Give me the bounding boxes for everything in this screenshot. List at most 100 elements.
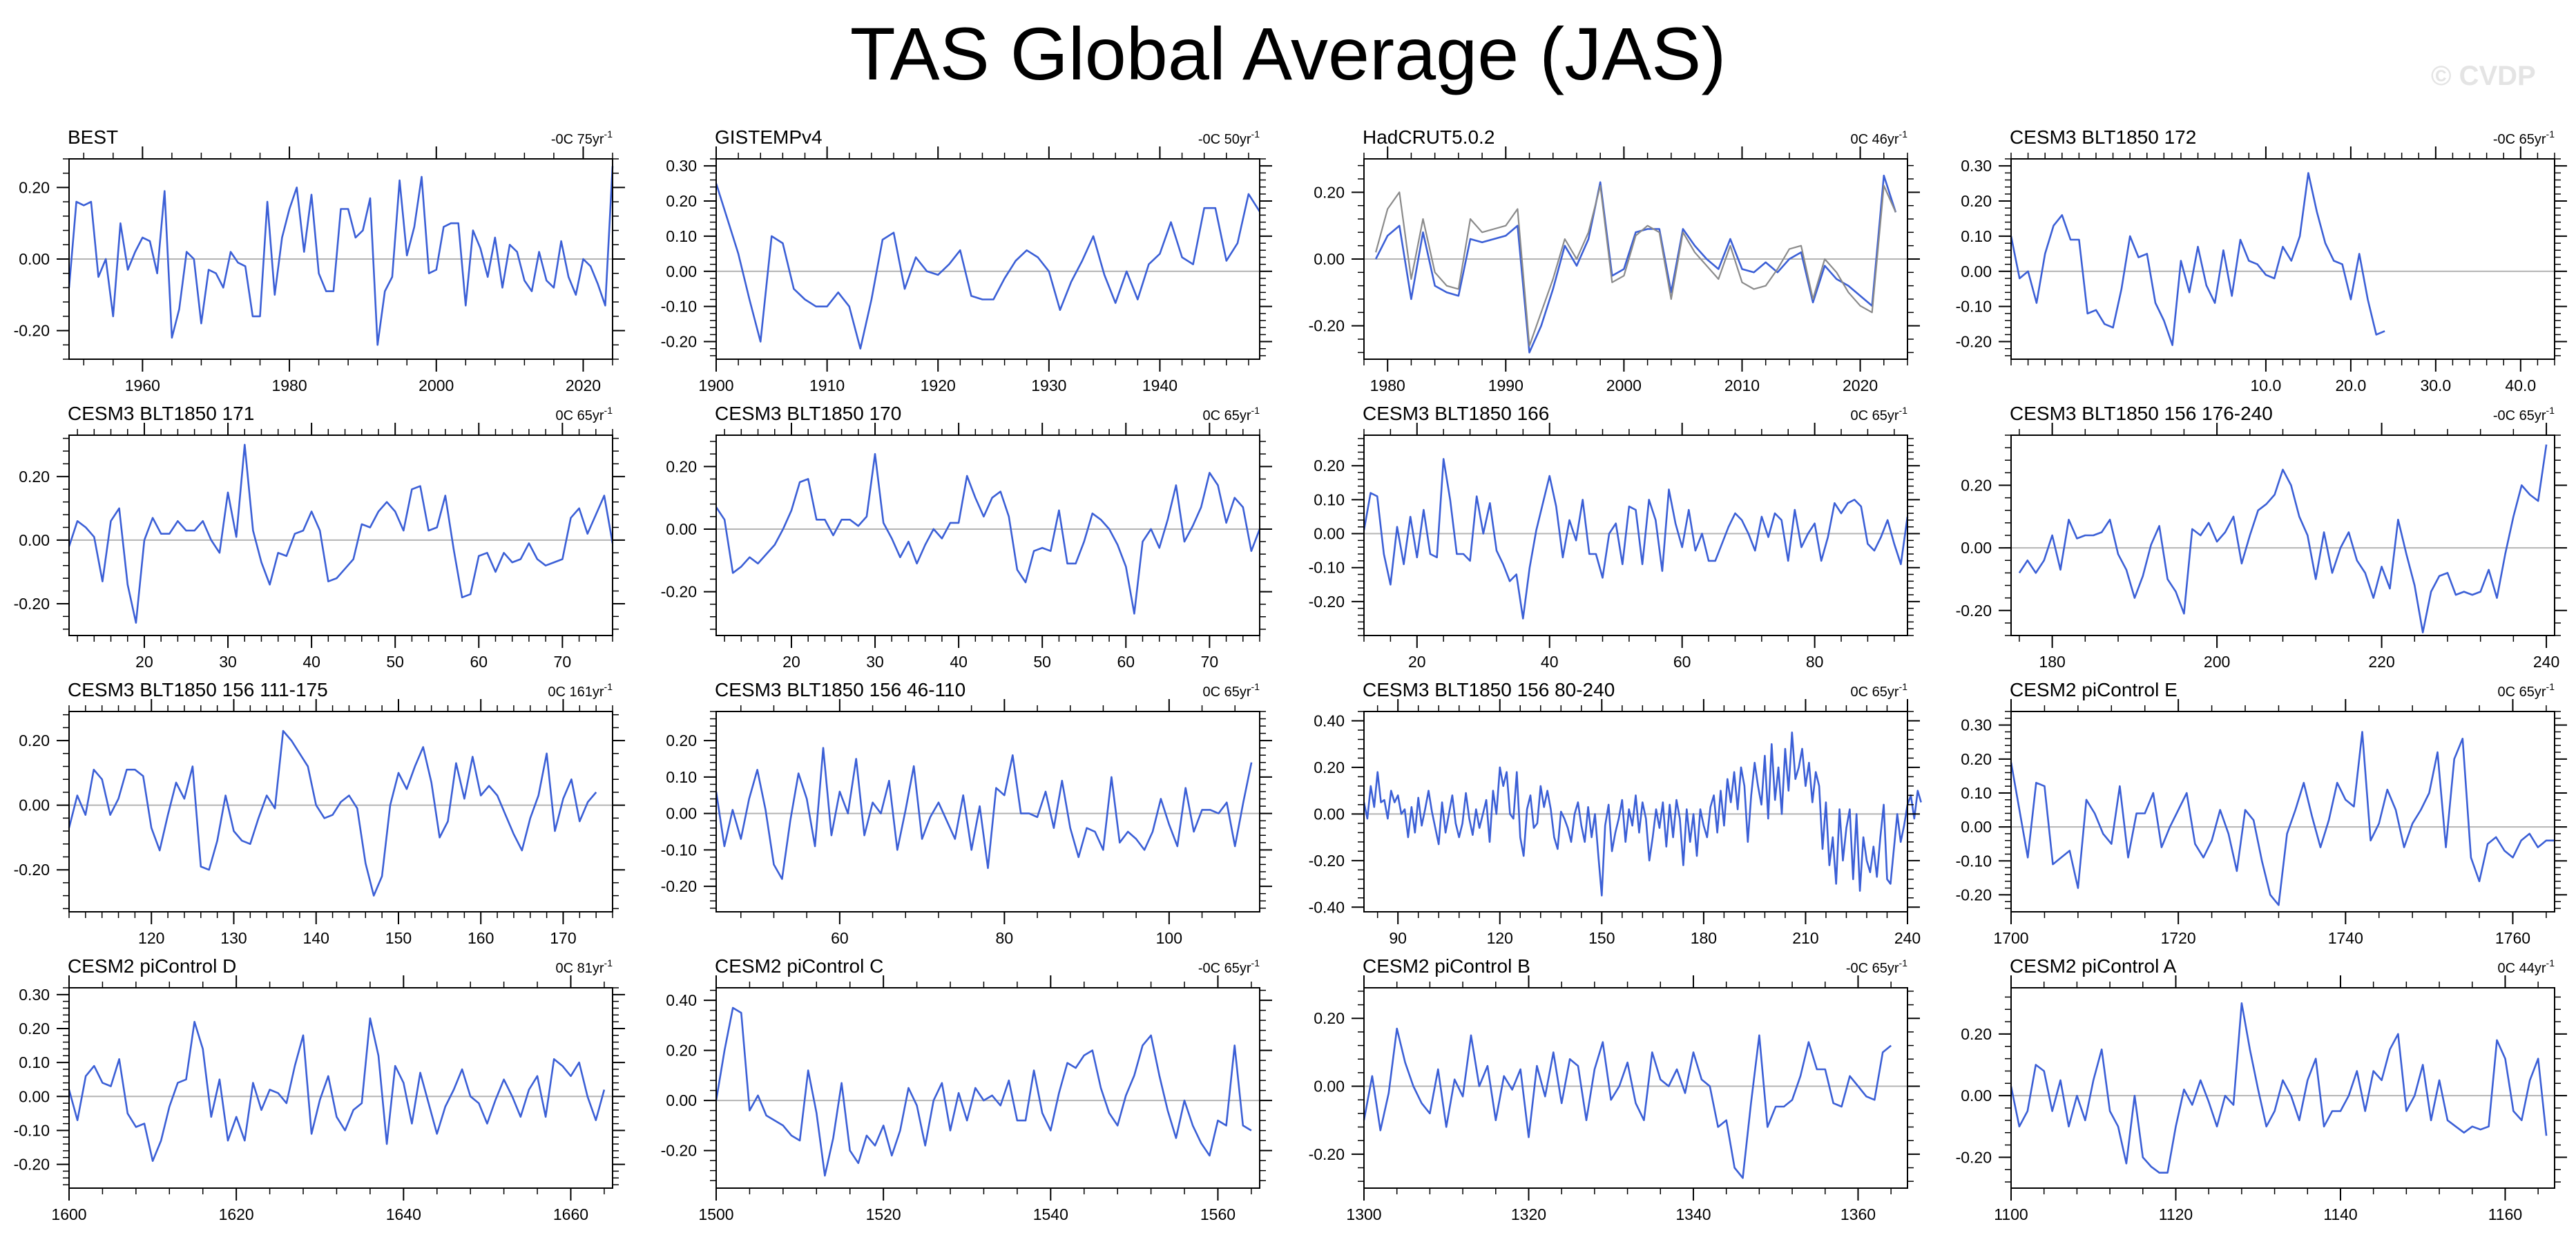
x-tick-label: 60	[1673, 653, 1691, 671]
chart-panel: 20 30 40 50 60 70 -0.20 0.00 0.20 CESM3 BLT1850 1…	[661, 403, 1272, 671]
x-tick-label: 1300	[1346, 1205, 1381, 1223]
trend-label: 0C 65yr-1	[1851, 681, 1908, 700]
y-tick-label: -0.20	[661, 583, 697, 601]
x-tick-label: 20	[135, 653, 153, 671]
y-tick-label: 0.00	[19, 531, 50, 549]
trend-unit: -1	[1899, 681, 1908, 692]
chart-panel: 1960 1980 2000 2020 -0.20 0.00 0.20 BEST -0C 75y…	[14, 126, 625, 394]
x-tick-label: 130	[220, 929, 247, 947]
series-line	[68, 166, 614, 346]
y-tick-label: -0.20	[661, 1142, 697, 1160]
x-tick-label: 80	[996, 929, 1014, 947]
panel-title: CESM3 BLT1850 156 176-240	[2010, 403, 2273, 424]
panel-title: CESM3 BLT1850 156 46-110	[715, 679, 965, 700]
cvdp-watermark: © CVDP	[2431, 61, 2536, 91]
y-tick-label: -0.10	[1956, 298, 1992, 316]
x-tick-label: 180	[1691, 929, 1717, 947]
y-tick-label: 0.30	[1961, 157, 1992, 175]
x-tick-label: 70	[1201, 653, 1219, 671]
x-tick-label: 1960	[125, 376, 160, 394]
y-tick-label: 0.00	[666, 1091, 697, 1109]
x-tick-label: 30.0	[2420, 376, 2451, 394]
x-tick-label: 1700	[1993, 929, 2028, 947]
trend-label: 0C 65yr-1	[556, 405, 613, 423]
x-tick-label: 2020	[566, 376, 601, 394]
x-tick-label: 1660	[553, 1205, 588, 1223]
y-tick-label: 0.30	[19, 986, 50, 1004]
chart-panel: 1900 1910 1920 1930 1940 -0.20 -0.10 0.00 0.10 0.…	[661, 126, 1272, 394]
x-tick-label: 1360	[1840, 1205, 1876, 1223]
y-tick-label: 0.00	[19, 796, 50, 814]
trend-label: -0C 65yr-1	[1846, 957, 1907, 976]
y-tick-label: 0.00	[1961, 818, 1992, 836]
panel-title: CESM2 piControl D	[68, 955, 236, 977]
plot-frame	[2010, 987, 2555, 1189]
y-tick-label: 0.10	[1961, 227, 1992, 245]
x-tick-label: 100	[1156, 929, 1182, 947]
y-tick-label: 0.20	[1314, 183, 1345, 201]
x-tick-label: 1910	[809, 376, 845, 394]
y-tick-label: 0.00	[666, 262, 697, 280]
plot-frame	[2010, 711, 2555, 913]
y-tick-label: 0.10	[666, 227, 697, 245]
y-tick-label: 0.20	[1961, 477, 1992, 495]
series-line	[68, 443, 614, 624]
chart-panel: 1700 1720 1740 1760 -0.20 -0.10 0.00 0.10 0.20 0.…	[1956, 679, 2567, 947]
trend-label: 0C 65yr-1	[1203, 405, 1260, 423]
y-tick-label: -0.10	[1956, 852, 1992, 870]
y-tick-label: 0.20	[666, 457, 697, 475]
plot-frame	[715, 711, 1260, 913]
x-tick-label: 20.0	[2335, 376, 2366, 394]
x-tick-label: 1160	[2488, 1205, 2522, 1223]
y-tick-label: 0.20	[19, 1020, 50, 1038]
y-tick-label: -0.20	[1956, 886, 1992, 904]
y-tick-label: -0.20	[661, 333, 697, 351]
y-tick-label: 0.00	[1961, 262, 1992, 280]
x-tick-label: 140	[303, 929, 329, 947]
series-line	[2010, 1002, 2548, 1174]
x-tick-label: 1560	[1200, 1205, 1236, 1223]
y-tick-label: 0.00	[666, 805, 697, 823]
x-tick-label: 210	[1792, 929, 1818, 947]
x-tick-label: 160	[468, 929, 494, 947]
x-tick-label: 1100	[1994, 1205, 2028, 1223]
y-tick-label: 0.10	[1314, 490, 1345, 508]
plot-frame	[1363, 711, 1908, 913]
trend-label: -0C 75yr-1	[551, 128, 613, 147]
trend-unit: -1	[604, 681, 613, 692]
y-tick-label: 0.40	[1314, 711, 1345, 729]
y-tick-label: -0.10	[14, 1121, 50, 1139]
plot-frame	[715, 158, 1260, 360]
panel-title: CESM3 BLT1850 171	[68, 403, 254, 424]
x-tick-label: 1900	[698, 376, 733, 394]
trend-label: 0C 81yr-1	[556, 957, 613, 976]
y-tick-label: 0.20	[666, 192, 697, 210]
series-line	[2010, 731, 2555, 906]
x-tick-label: 1920	[921, 376, 956, 394]
trend-unit: -1	[604, 405, 613, 416]
x-tick-label: 40	[1541, 653, 1559, 671]
x-tick-label: 150	[385, 929, 412, 947]
x-tick-label: 30	[219, 653, 237, 671]
chart-panel: 1100 1120 1140 1160 -0.20 0.00 0.20 CESM2 piCon…	[1956, 955, 2567, 1223]
plot-frame	[715, 434, 1260, 636]
x-tick-label: 120	[138, 929, 164, 947]
panel-title: CESM3 BLT1850 172	[2010, 126, 2196, 148]
y-tick-label: 0.00	[19, 1087, 50, 1105]
panel-title: GISTEMPv4	[715, 126, 823, 148]
trend-unit: -1	[2546, 957, 2555, 968]
trend-unit: -1	[2546, 405, 2555, 416]
x-tick-label: 20	[1408, 653, 1426, 671]
chart-panel: 1600 1620 1640 1660 -0.20 -0.10 0.00 0.10 0.20 0.…	[14, 955, 625, 1223]
y-tick-label: 0.20	[1961, 192, 1992, 210]
x-tick-label: 220	[2368, 653, 2394, 671]
y-tick-label: 0.20	[666, 1042, 697, 1060]
y-tick-label: -0.20	[661, 877, 697, 895]
plot-frame	[68, 434, 613, 636]
y-tick-label: -0.20	[1309, 852, 1345, 870]
chart-panel: 20 40 60 80 -0.20 -0.10 0.00 0.10 0.20 CESM3 BLT1…	[1309, 403, 1920, 671]
x-tick-label: 80	[1806, 653, 1824, 671]
trend-unit: -1	[604, 128, 613, 140]
x-tick-label: 1980	[271, 376, 307, 394]
y-tick-label: 0.00	[1314, 805, 1345, 823]
